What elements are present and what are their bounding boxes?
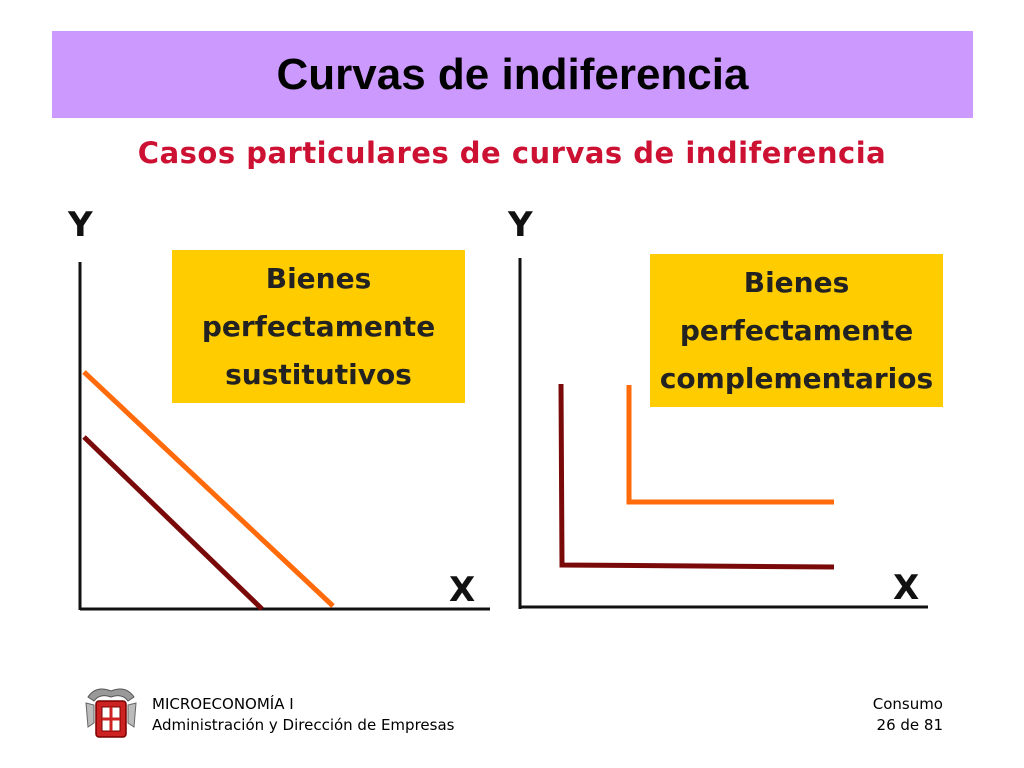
right-y-label: Y (508, 205, 533, 245)
complements-label-box: Bienes perfectamente complementarios (650, 254, 943, 407)
substitutes-line-3: sustitutivos (225, 357, 412, 391)
substitutes-label-box: Bienes perfectamente sustitutivos (172, 250, 465, 403)
footer-course: MICROECONOMÍA I (152, 695, 294, 713)
title-bar: Curvas de indiferencia (52, 31, 973, 118)
footer-degree: Administración y Dirección de Empresas (152, 716, 455, 734)
slide-subtitle: Casos particulares de curvas de indifere… (137, 136, 887, 170)
right-curve-dark (558, 383, 835, 570)
complements-line-1: Bienes (743, 265, 850, 299)
substitutes-line-1: Bienes (265, 261, 372, 295)
left-curve-orange (82, 370, 335, 608)
footer-page-number: 26 de 81 (876, 716, 943, 734)
footer-right: Consumo 26 de 81 (873, 694, 943, 736)
footer-topic: Consumo (872, 695, 943, 713)
left-x-label: X (449, 570, 476, 610)
right-curve-orange (626, 385, 834, 505)
footer-left: MICROECONOMÍA I Administración y Direcci… (152, 694, 454, 736)
complements-line-2: perfectamente (679, 313, 914, 347)
slide-title: Curvas de indiferencia (276, 49, 749, 99)
left-curve-dark (82, 435, 264, 611)
substitutes-line-2: perfectamente (201, 309, 436, 343)
complements-line-3: complementarios (659, 361, 934, 395)
right-x-label: X (893, 568, 920, 608)
university-crest-icon (85, 688, 137, 738)
left-y-label: Y (68, 205, 93, 245)
